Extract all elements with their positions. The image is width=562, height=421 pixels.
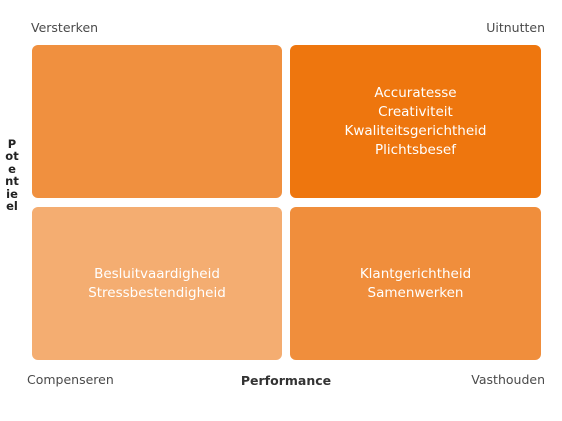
corner-label-compenseren: Compenseren [27, 372, 114, 387]
quadrant-bottom-left: Besluitvaardigheid Stressbestendigheid [32, 207, 282, 360]
corner-label-vasthouden: Vasthouden [471, 372, 545, 387]
quadrant-item: Plichtsbesef [375, 141, 456, 158]
quadrant-item: Besluitvaardigheid [94, 265, 220, 282]
corner-label-versterken: Versterken [31, 20, 99, 35]
quadrant-top-right: Accuratesse Creativiteit Kwaliteitsgeric… [290, 45, 541, 198]
quadrant-item: Klantgerichtheid [359, 265, 472, 282]
quadrant-item: Samenwerken [367, 284, 464, 301]
x-axis-label: Performance [240, 373, 332, 388]
corner-label-uitnutten: Uitnutten [486, 20, 545, 35]
quadrant-item: Kwaliteitsgerichtheid [344, 122, 487, 139]
quadrant-items: Klantgerichtheid Samenwerken [360, 265, 471, 303]
quadrant-item: Creativiteit [378, 103, 453, 120]
quadrant-top-left [32, 45, 282, 198]
quadrant-items: Besluitvaardigheid Stressbestendigheid [88, 265, 226, 303]
quadrant-bottom-right: Klantgerichtheid Samenwerken [290, 207, 541, 360]
quadrant-item: Accuratesse [374, 84, 457, 101]
y-axis-label: Potentieel [5, 137, 19, 214]
quadrant-items: Accuratesse Creativiteit Kwaliteitsgeric… [345, 84, 487, 160]
quadrant-item: Stressbestendigheid [88, 284, 226, 301]
